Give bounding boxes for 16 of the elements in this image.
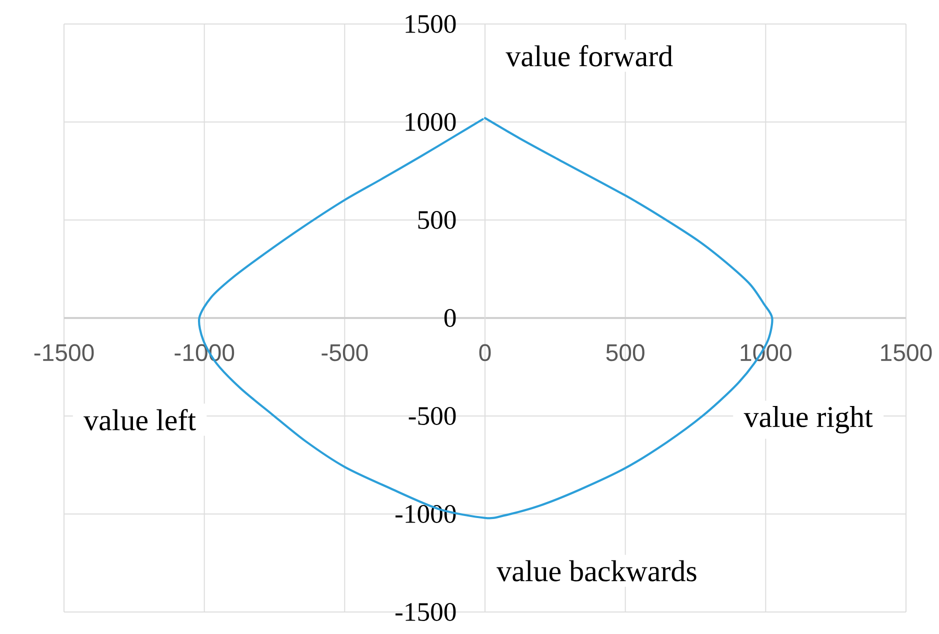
- y-tick-label: -1500: [396, 602, 456, 621]
- y-tick-label: 1500: [406, 14, 456, 33]
- x-tick-label: 500: [606, 344, 644, 362]
- annotation: value left: [84, 409, 196, 430]
- annotation: value forward: [506, 45, 673, 66]
- x-tick-label: -1500: [34, 344, 94, 362]
- y-tick-label: -500: [408, 406, 456, 425]
- y-tick-label: 0: [444, 308, 456, 327]
- y-tick-label: 1000: [406, 112, 456, 131]
- x-tick-label: 1500: [881, 344, 932, 362]
- annotation: value backwards: [496, 560, 696, 582]
- y-tick-label: -1000: [396, 504, 456, 523]
- x-tick-label: -500: [322, 344, 368, 362]
- y-tick-label: 500: [418, 210, 456, 229]
- annotation: value right: [744, 406, 873, 434]
- x-tick-label: 0: [479, 344, 491, 362]
